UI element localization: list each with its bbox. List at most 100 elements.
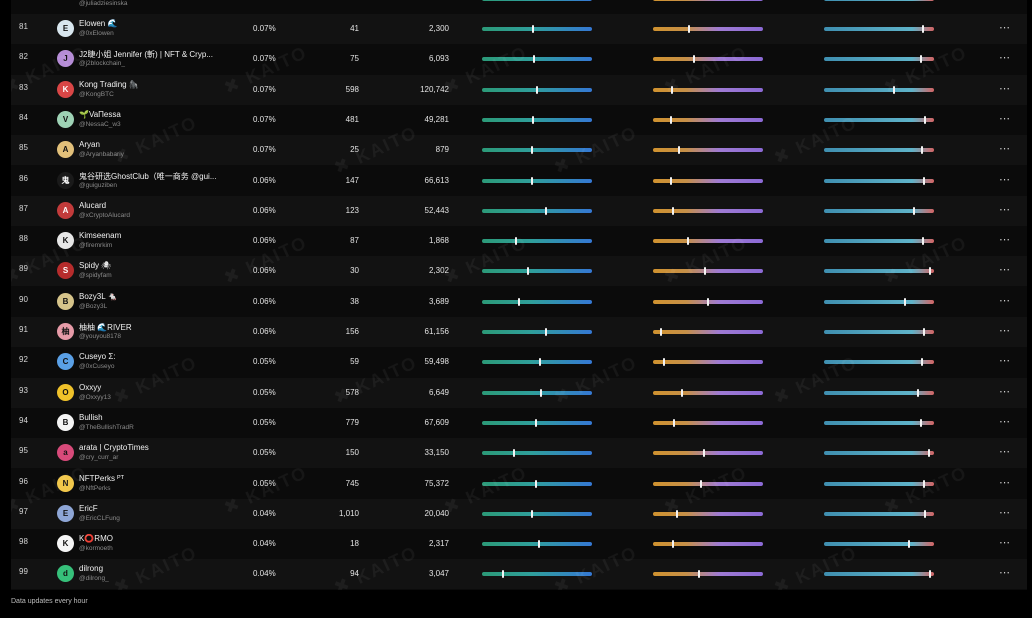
more-options-icon[interactable]: ⋯	[999, 325, 1011, 337]
avatar[interactable]: a	[57, 444, 74, 462]
table-row[interactable]: 86 鬼鬼谷研选GhostClub（唯一商务 @gui... @guiguziben…	[11, 166, 1027, 196]
account-handle[interactable]: @Bozy3L	[79, 302, 108, 310]
metric-bar-1	[482, 237, 592, 246]
table-row[interactable]: 99 d dilrong @dilrong_ 0.04% 94 3,047 ⋯	[11, 559, 1027, 590]
account-handle[interactable]: @j2blockchain_	[79, 60, 125, 68]
account-name[interactable]: dilrong	[79, 564, 104, 574]
table-row[interactable]: 88 K Kimseenam @firemrkim 0.06% 87 1,868 ⋯	[11, 226, 1027, 256]
account-name[interactable]: Alucard	[79, 200, 107, 210]
account-name[interactable]: K⭕RMO	[79, 534, 113, 544]
more-options-icon[interactable]: ⋯	[999, 446, 1011, 459]
account-name[interactable]: 柚柚 🌊RIVER	[79, 323, 132, 332]
table-row[interactable]: 81 E Elowen 🌊 @0xElowen 0.07% 41 2,300 ⋯	[11, 14, 1027, 44]
avatar[interactable]: J	[57, 50, 74, 68]
table-row[interactable]: 92 C Cuseyo Σ: @0xCuseyo 0.05% 59 59,498 ⋯	[11, 347, 1027, 377]
table-row[interactable]: 89 S Spidy 🕷 @spidyfam 0.06% 30 2,302 ⋯	[11, 256, 1027, 287]
table-row[interactable]: 94 B Bullish @TheBullishTradR 0.05% 779 67,609…	[11, 408, 1027, 438]
avatar[interactable]: 柚	[57, 323, 74, 340]
avatar[interactable]: E	[57, 20, 74, 37]
more-options-icon[interactable]: ⋯	[999, 112, 1011, 125]
more-options-icon[interactable]: ⋯	[999, 294, 1011, 307]
account-handle[interactable]: @Oxxyy13	[79, 393, 111, 401]
more-options-icon[interactable]: ⋯	[999, 234, 1011, 247]
avatar[interactable]: A	[57, 201, 74, 219]
account-handle[interactable]: @xCryptoAlucard	[79, 211, 131, 219]
more-options-icon[interactable]: ⋯	[999, 22, 1011, 34]
table-row-partial[interactable]: @juliadziesinska	[11, 0, 1027, 14]
account-name[interactable]: Bozy3L 🐁	[79, 291, 118, 301]
account-name[interactable]: 鬼谷研选GhostClub（唯一商务 @gui...	[79, 171, 217, 181]
metric-bar-marker	[501, 570, 504, 579]
table-row[interactable]: 96 N NFTPerks ᴾᵀ @NftPerks 0.05% 745 75,372 ⋯	[11, 469, 1027, 499]
account-name[interactable]: 🌱VaΠessa	[79, 109, 121, 119]
account-name[interactable]: Kimseenam	[79, 231, 122, 241]
more-options-icon[interactable]: ⋯	[999, 506, 1011, 519]
avatar[interactable]: 鬼	[57, 171, 74, 189]
table-row[interactable]: 85 A Aryan @Aryanbabariy 0.07% 25 879 ⋯	[11, 135, 1027, 166]
account-name[interactable]: J2睫小姐 Jennifer (斬) | NFT & Cryp...	[79, 50, 213, 60]
account-name[interactable]: Oxxyy	[79, 382, 102, 392]
table-row[interactable]: 91 柚柚柚 🌊RIVER @youyou8178 0.06% 156 61,156 ⋯	[11, 317, 1027, 347]
table-row[interactable]: 90 B Bozy3L 🐁 @Bozy3L 0.06% 38 3,689 ⋯	[11, 287, 1027, 317]
account-handle[interactable]: @cry_curr_ar	[79, 454, 119, 462]
more-options-icon[interactable]: ⋯	[999, 567, 1011, 580]
account-handle[interactable]: @0xElowen	[79, 30, 114, 37]
more-options-icon[interactable]: ⋯	[999, 203, 1011, 216]
avatar[interactable]: O	[57, 383, 74, 401]
account-handle[interactable]: @kormoeth	[79, 545, 113, 553]
account-name[interactable]: Kong Trading 🦍	[79, 79, 139, 89]
more-options-icon[interactable]: ⋯	[999, 264, 1011, 277]
avatar[interactable]: S	[57, 262, 74, 280]
table-row[interactable]: 97 E EricF @EricCLFung 0.04% 1,010 20,040 ⋯	[11, 498, 1027, 529]
avatar[interactable]: N	[57, 474, 74, 492]
account-name[interactable]: Spidy 🕷	[79, 261, 112, 271]
more-options-icon[interactable]: ⋯	[999, 173, 1011, 186]
more-options-icon[interactable]: ⋯	[999, 52, 1011, 65]
table-row[interactable]: 87 A Alucard @xCryptoAlucard 0.06% 123 52,443 ⋯	[11, 195, 1027, 226]
account-handle[interactable]: @0xCuseyo	[79, 363, 115, 371]
table-row[interactable]: 98 K K⭕RMO @kormoeth 0.04% 18 2,317 ⋯	[11, 529, 1027, 559]
avatar[interactable]: B	[57, 413, 74, 431]
account-name[interactable]: Cuseyo Σ:	[79, 352, 116, 362]
avatar[interactable]: V	[57, 110, 74, 128]
account-handle[interactable]: @NessaC_w3	[79, 120, 121, 128]
table-row[interactable]: 95 a arata | CryptoTimes @cry_curr_ar 0.05% 1…	[11, 438, 1027, 469]
more-options-icon[interactable]: ⋯	[999, 415, 1011, 428]
account-handle[interactable]: @guiguziben	[79, 181, 118, 189]
account-name[interactable]: Elowen 🌊	[79, 19, 118, 28]
avatar[interactable]: K	[57, 232, 74, 250]
account-name[interactable]: Aryan	[79, 140, 100, 150]
account-handle[interactable]: @dilrong_	[79, 575, 109, 583]
more-options-icon[interactable]: ⋯	[999, 385, 1011, 398]
table-row[interactable]: 83 K Kong Trading 🦍 @KongBTC 0.07% 598 120,742…	[11, 74, 1027, 105]
account-name[interactable]: Bullish	[79, 412, 103, 422]
account-name[interactable]: arata | CryptoTimes	[79, 443, 149, 453]
account-handle[interactable]: @EricCLFung	[79, 514, 120, 522]
account-handle[interactable]: @TheBullishTradR	[79, 423, 134, 431]
avatar[interactable]: B	[57, 292, 74, 310]
table-row[interactable]: 82 J J2睫小姐 Jennifer (斬) | NFT & Cryp... @j2…	[11, 44, 1027, 74]
avatar[interactable]: d	[57, 565, 74, 583]
more-options-icon[interactable]: ⋯	[999, 355, 1011, 368]
table-row[interactable]: 84 V 🌱VaΠessa @NessaC_w3 0.07% 481 49,281 ⋯	[11, 105, 1027, 135]
metric-count-1: 578	[345, 387, 359, 397]
account-handle[interactable]: @spidyfam	[79, 272, 112, 280]
account-name[interactable]: NFTPerks ᴾᵀ	[79, 473, 125, 483]
more-options-icon[interactable]: ⋯	[999, 537, 1011, 550]
more-options-icon[interactable]: ⋯	[999, 143, 1011, 156]
avatar[interactable]: K	[57, 535, 74, 553]
more-options-icon[interactable]: ⋯	[999, 82, 1011, 95]
account-handle[interactable]: @KongBTC	[79, 90, 114, 98]
account-handle[interactable]: @NftPerks	[79, 484, 111, 492]
account-handle[interactable]: @Aryanbabariy	[79, 151, 124, 159]
metric-bar-marker	[678, 146, 681, 155]
avatar[interactable]: A	[57, 141, 74, 159]
more-options-icon[interactable]: ⋯	[999, 476, 1011, 489]
account-handle[interactable]: @firemrkim	[79, 242, 113, 250]
account-name[interactable]: EricF	[79, 503, 98, 513]
account-handle[interactable]: @youyou8178	[79, 333, 122, 340]
avatar[interactable]: K	[57, 80, 74, 98]
avatar[interactable]: E	[57, 504, 74, 522]
avatar[interactable]: C	[57, 353, 74, 371]
table-row[interactable]: 93 O Oxxyy @Oxxyy13 0.05% 578 6,649 ⋯	[11, 377, 1027, 408]
